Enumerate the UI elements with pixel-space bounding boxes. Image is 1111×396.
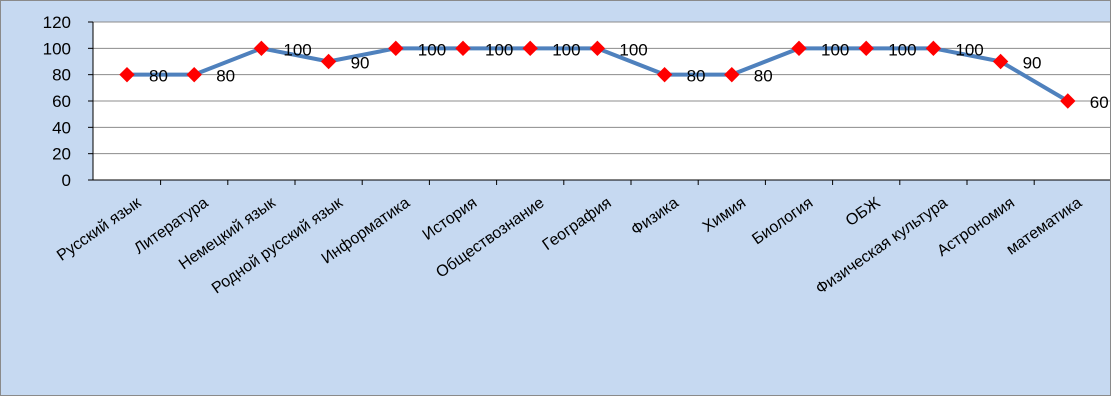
data-label: 100	[283, 40, 311, 59]
data-label: 100	[619, 40, 647, 59]
data-point	[925, 40, 942, 57]
x-tick-label: Биология	[749, 194, 816, 248]
x-tick-label: Физика	[628, 194, 682, 239]
y-tick-label: 20	[52, 145, 71, 164]
x-tick-label: математика	[1004, 194, 1086, 258]
data-label: 100	[955, 40, 983, 59]
y-tick-label: 60	[52, 92, 71, 111]
x-tick-label: ОБЖ	[843, 194, 884, 230]
data-label: 90	[351, 54, 370, 73]
data-point	[522, 40, 538, 57]
data-point	[858, 40, 874, 57]
data-label: 100	[888, 40, 916, 59]
data-label: 100	[418, 40, 446, 59]
data-point	[119, 66, 135, 83]
data-label: 100	[485, 40, 513, 59]
x-tick-label: Русский язык	[54, 194, 145, 265]
data-point	[791, 40, 807, 57]
y-tick-label: 40	[52, 118, 71, 137]
data-point	[724, 66, 740, 83]
data-point	[253, 40, 270, 57]
data-point	[1060, 93, 1076, 109]
data-point	[992, 53, 1009, 70]
y-tick-label: 0	[62, 171, 71, 190]
data-label: 80	[687, 67, 706, 86]
x-tick-label: Физическая культура	[813, 194, 951, 298]
data-point	[656, 66, 673, 83]
y-tick-label: 120	[43, 13, 71, 32]
data-label: 80	[216, 67, 235, 86]
data-label: 100	[552, 40, 580, 59]
data-label: 60	[1090, 93, 1109, 112]
x-tick-label: Химия	[700, 194, 749, 236]
data-label: 90	[1023, 54, 1042, 73]
data-label: 80	[754, 67, 773, 86]
y-tick-label: 80	[52, 66, 71, 85]
data-label: 100	[821, 40, 849, 59]
x-tick-label: Родной русский язык	[209, 194, 347, 298]
data-point	[455, 40, 471, 57]
x-tick-label: География	[540, 194, 615, 254]
data-point	[186, 66, 202, 83]
y-tick-label: 100	[43, 39, 71, 58]
data-point	[388, 40, 404, 57]
data-point	[320, 53, 337, 70]
data-label: 80	[149, 67, 168, 86]
data-point	[589, 40, 606, 57]
x-tick-label: История	[420, 194, 481, 244]
